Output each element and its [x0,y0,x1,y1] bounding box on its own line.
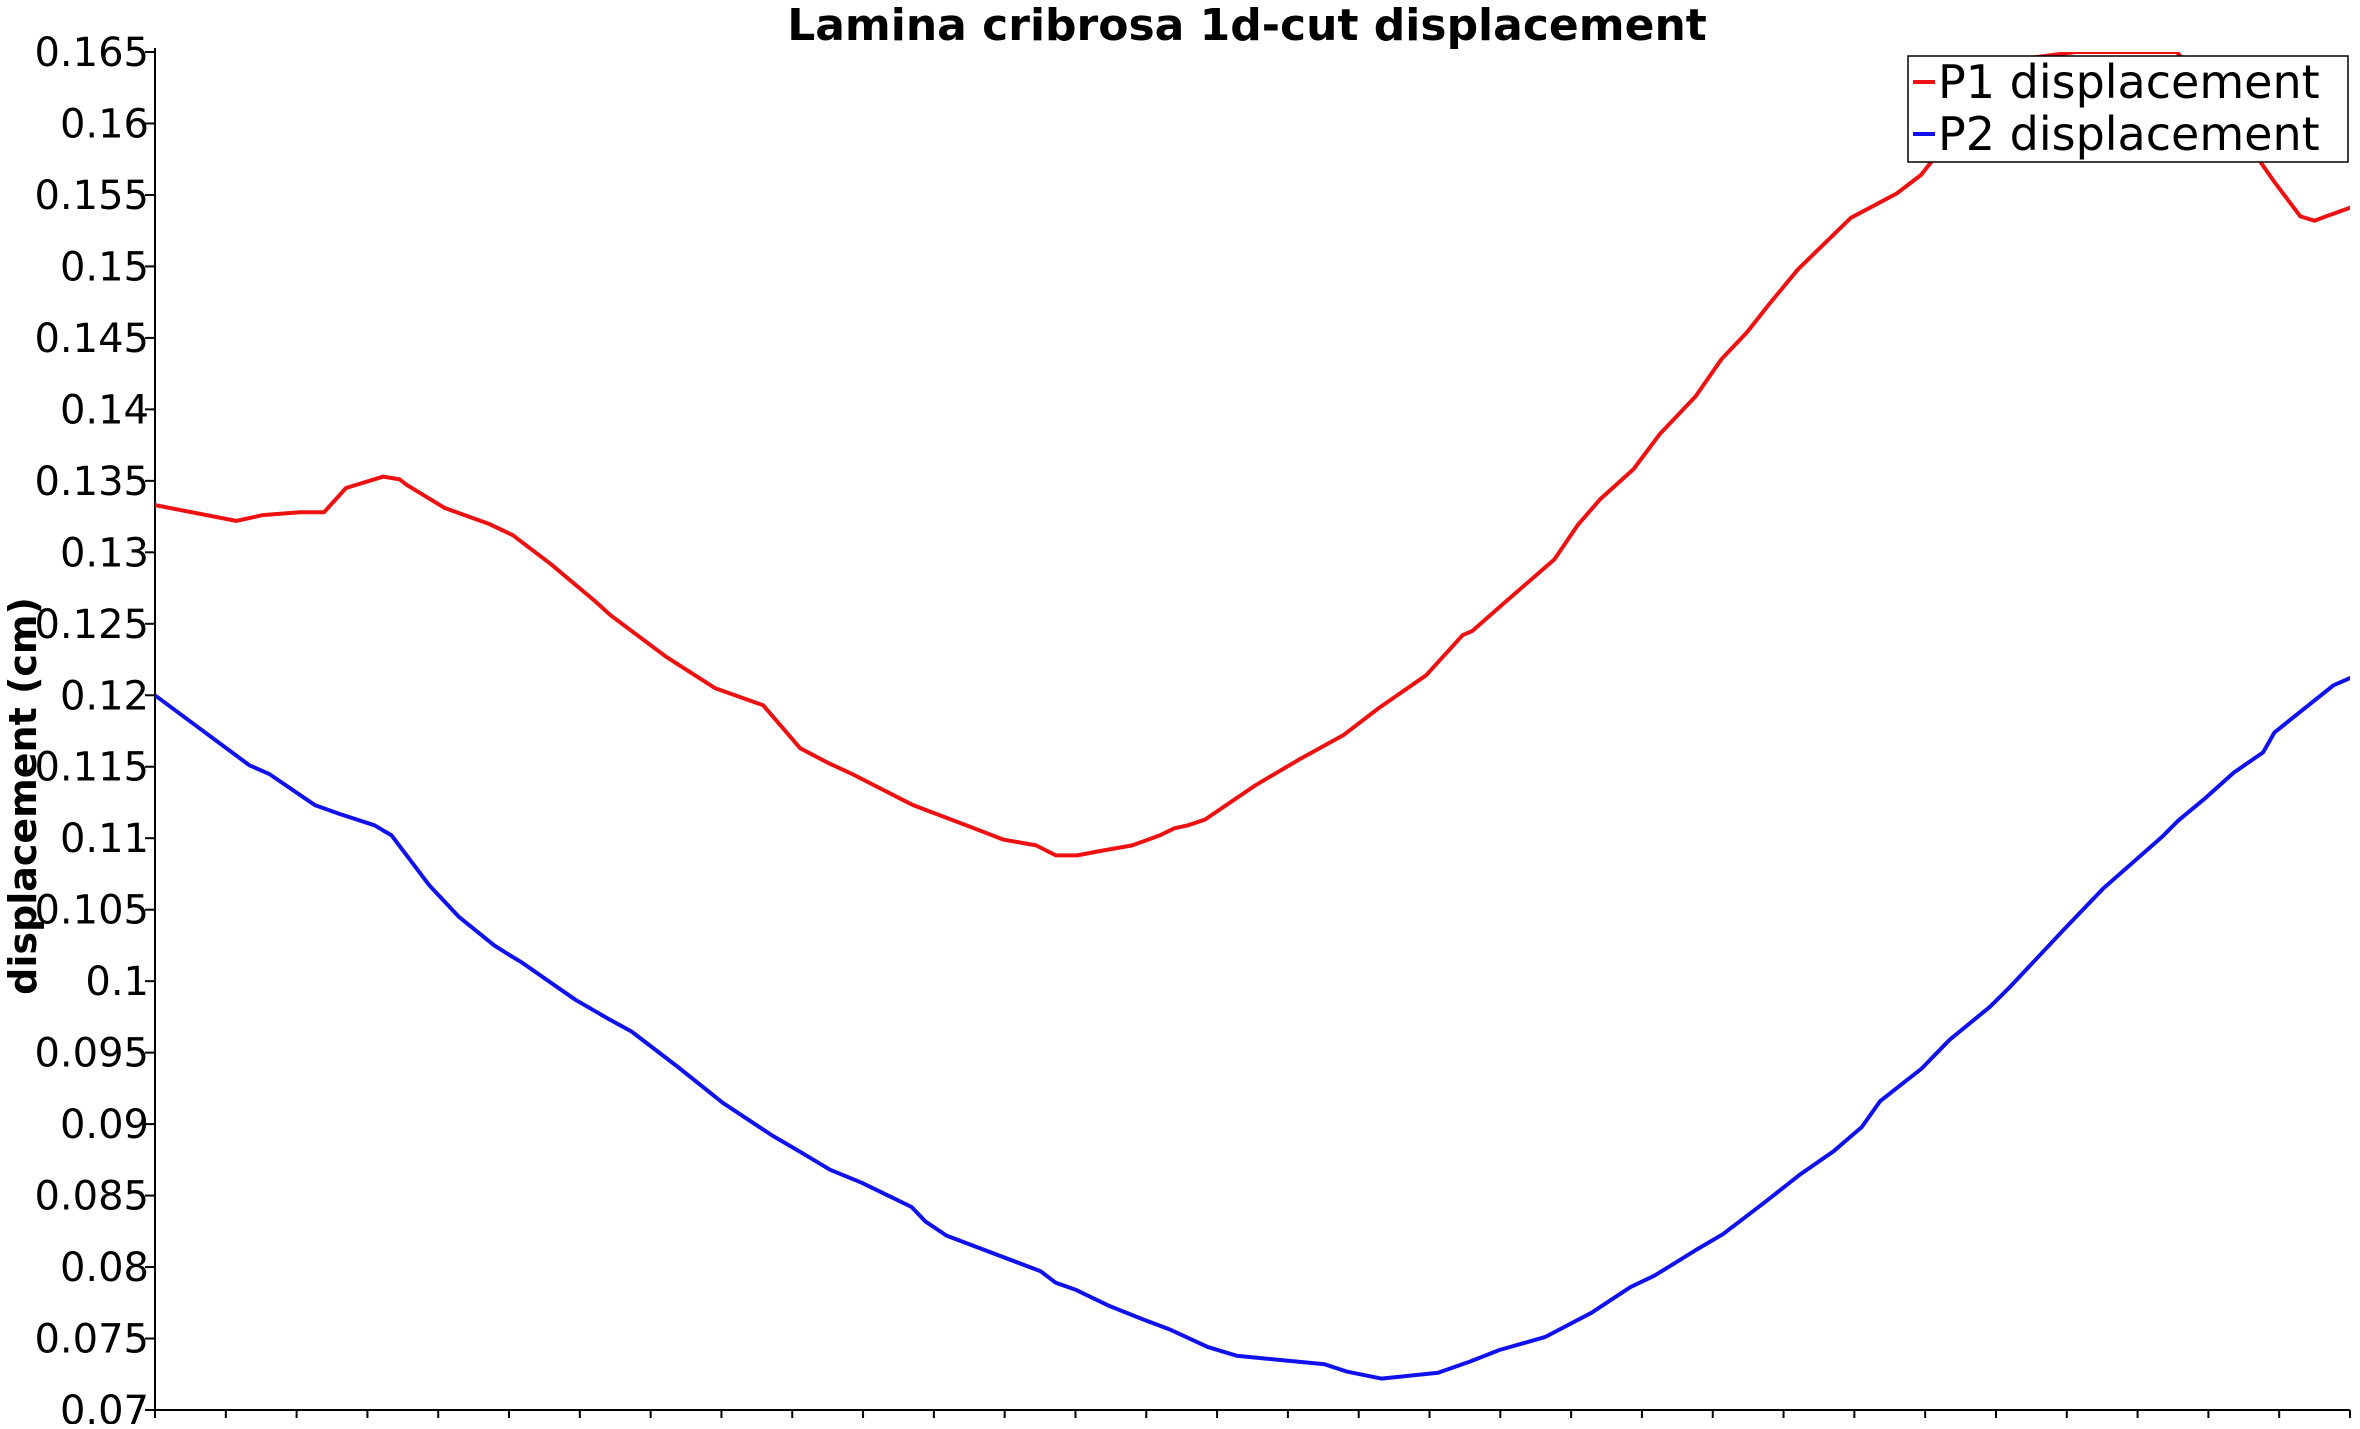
y-tick-label: 0.145 [34,316,149,362]
chart-title: Lamina cribrosa 1d-cut displacement [787,0,1707,51]
y-tick-label: 0.11 [60,816,149,862]
y-tick-label: 0.08 [60,1245,149,1291]
series-line-p2 [155,676,2350,1381]
y-tick-label: 0.13 [60,530,149,576]
y-tick-label: 0.16 [60,101,149,147]
legend-box [1907,55,2349,163]
y-axis-label: displacement (cm) [1,597,45,995]
y-tick-label: 0.135 [34,459,149,505]
y-tick-label: 0.125 [34,602,149,648]
axes: 0.07 0.075 0.08 0.085 0.09 0.095 0.1 0.105 0.11 0… [34,30,2351,1429]
y-tick-label: 0.105 [34,888,149,934]
y-tick-label: 0.1 [85,959,149,1005]
y-tick-label: 0.075 [34,1317,149,1363]
y-tick-label: 0.115 [34,745,149,791]
y-tick-label: 0.095 [34,1031,149,1077]
y-tick-label: 0.155 [34,173,149,219]
y-tick-label: 0.165 [34,30,149,76]
legend-label-p1: P1 displacement [1938,55,2320,109]
y-tick-label: 0.09 [60,1102,149,1148]
legend-label-p2: P2 displacement [1938,107,2320,161]
y-tick-label: 0.14 [60,387,149,433]
y-tick-label: 0.085 [34,1174,149,1220]
y-tick-label: 0.07 [60,1388,149,1424]
y-tick-label: 0.12 [60,673,149,719]
y-tick-label: 0.15 [60,244,149,290]
